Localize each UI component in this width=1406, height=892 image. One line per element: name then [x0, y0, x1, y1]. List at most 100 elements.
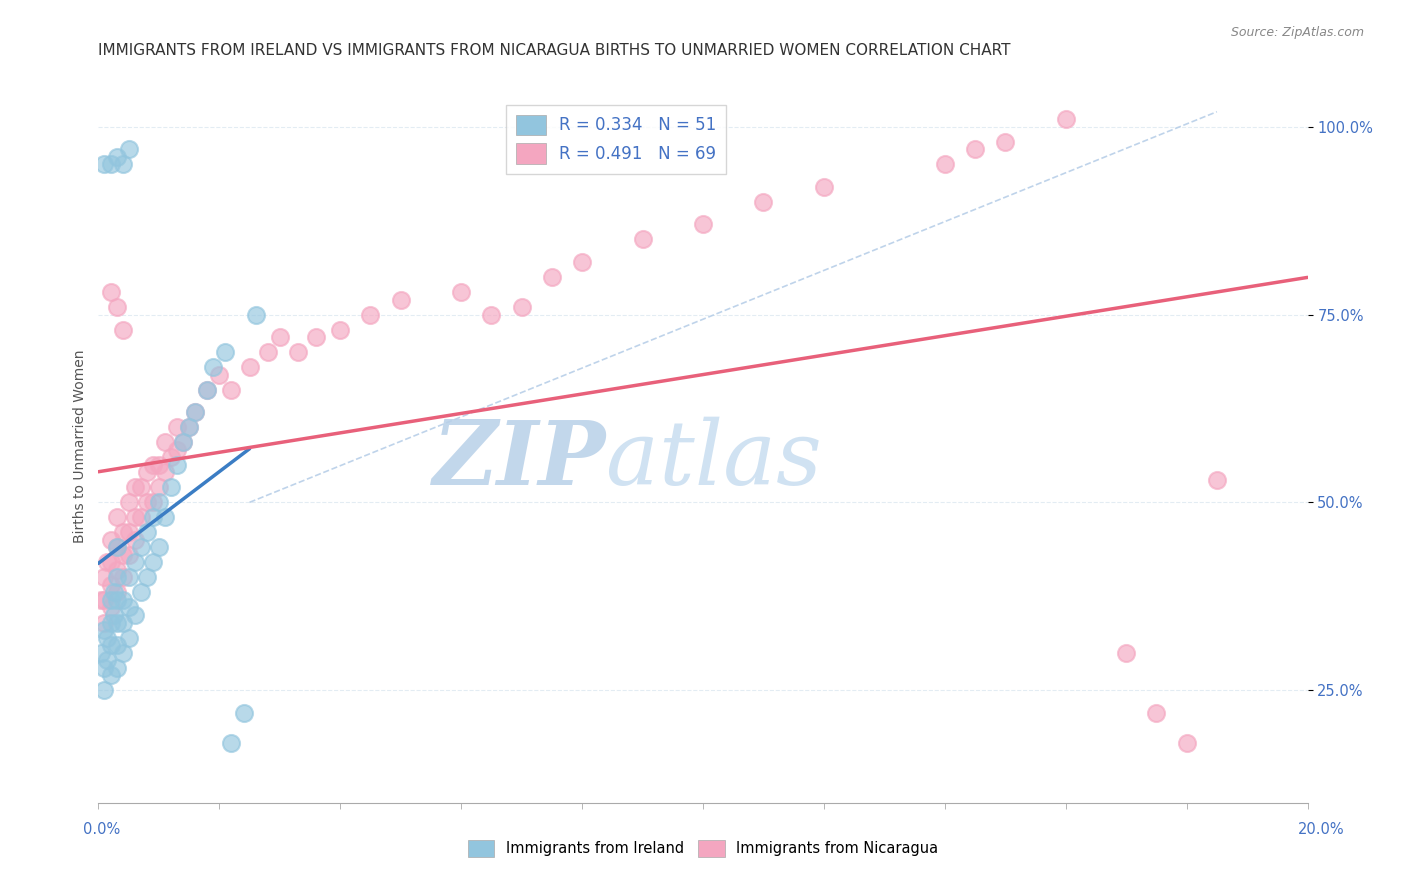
Point	[177, 420, 201, 434]
Point	[124, 556, 146, 570]
Point	[96, 631, 118, 645]
Point	[692, 218, 714, 232]
Point	[269, 330, 291, 344]
Point	[510, 300, 533, 314]
Point	[481, 308, 503, 322]
Point	[153, 435, 176, 450]
Point	[105, 510, 128, 524]
Point	[135, 525, 157, 540]
Point	[118, 142, 141, 156]
Point	[111, 593, 134, 607]
Text: Source: ZipAtlas.com: Source: ZipAtlas.com	[1230, 26, 1364, 38]
Point	[965, 142, 987, 156]
Point	[232, 706, 254, 720]
Point	[360, 308, 382, 322]
Point	[994, 135, 1017, 149]
Point	[118, 631, 141, 645]
Point	[239, 360, 262, 375]
Point	[105, 593, 128, 607]
Point	[129, 480, 152, 494]
Point	[105, 300, 128, 314]
Point	[93, 623, 115, 637]
Point	[184, 405, 207, 419]
Point	[1054, 112, 1077, 127]
Point	[100, 615, 122, 630]
Point	[100, 556, 122, 570]
Point	[105, 541, 128, 555]
Point	[148, 495, 170, 509]
Point	[208, 368, 231, 382]
Point	[93, 570, 115, 584]
Point	[135, 570, 157, 584]
Point	[195, 383, 218, 397]
Point	[105, 585, 128, 599]
Point	[90, 593, 112, 607]
Point	[111, 615, 134, 630]
Point	[148, 458, 170, 472]
Point	[105, 563, 128, 577]
Point	[100, 600, 122, 615]
Point	[105, 660, 128, 674]
Point	[1175, 736, 1198, 750]
Point	[142, 458, 165, 472]
Point	[202, 360, 225, 375]
Text: 0.0%: 0.0%	[83, 822, 120, 837]
Point	[221, 736, 243, 750]
Point	[214, 345, 236, 359]
Point	[90, 646, 112, 660]
Point	[93, 157, 115, 171]
Point	[111, 525, 134, 540]
Point	[153, 510, 176, 524]
Point	[450, 285, 472, 299]
Point	[111, 570, 134, 584]
Point	[105, 150, 128, 164]
Point	[177, 420, 201, 434]
Point	[111, 646, 134, 660]
Point	[111, 548, 134, 562]
Point	[172, 435, 194, 450]
Point	[129, 541, 152, 555]
Point	[184, 405, 207, 419]
Text: atlas: atlas	[606, 417, 823, 504]
Point	[93, 683, 115, 698]
Point	[631, 232, 654, 246]
Point	[540, 270, 562, 285]
Point	[100, 593, 122, 607]
Point	[571, 255, 593, 269]
Point	[287, 345, 309, 359]
Point	[389, 293, 412, 307]
Point	[93, 615, 115, 630]
Y-axis label: Births to Unmarried Women: Births to Unmarried Women	[73, 350, 87, 542]
Point	[103, 585, 125, 599]
Legend: Immigrants from Ireland, Immigrants from Nicaragua: Immigrants from Ireland, Immigrants from…	[461, 834, 945, 863]
Point	[124, 510, 146, 524]
Point	[160, 450, 183, 465]
Point	[96, 653, 118, 667]
Point	[1206, 473, 1229, 487]
Point	[129, 510, 152, 524]
Point	[103, 607, 125, 622]
Point	[135, 465, 157, 479]
Text: ZIP: ZIP	[433, 417, 606, 503]
Point	[93, 593, 115, 607]
Point	[256, 345, 278, 359]
Point	[100, 157, 122, 171]
Point	[142, 556, 165, 570]
Point	[1144, 706, 1167, 720]
Point	[105, 541, 128, 555]
Point	[153, 465, 176, 479]
Point	[105, 615, 128, 630]
Text: 20.0%: 20.0%	[1298, 822, 1346, 837]
Point	[111, 322, 134, 336]
Point	[305, 330, 328, 344]
Point	[96, 556, 118, 570]
Point	[142, 495, 165, 509]
Point	[129, 585, 152, 599]
Point	[100, 285, 122, 299]
Point	[93, 660, 115, 674]
Point	[142, 510, 165, 524]
Point	[160, 480, 183, 494]
Point	[329, 322, 352, 336]
Point	[118, 548, 141, 562]
Point	[118, 525, 141, 540]
